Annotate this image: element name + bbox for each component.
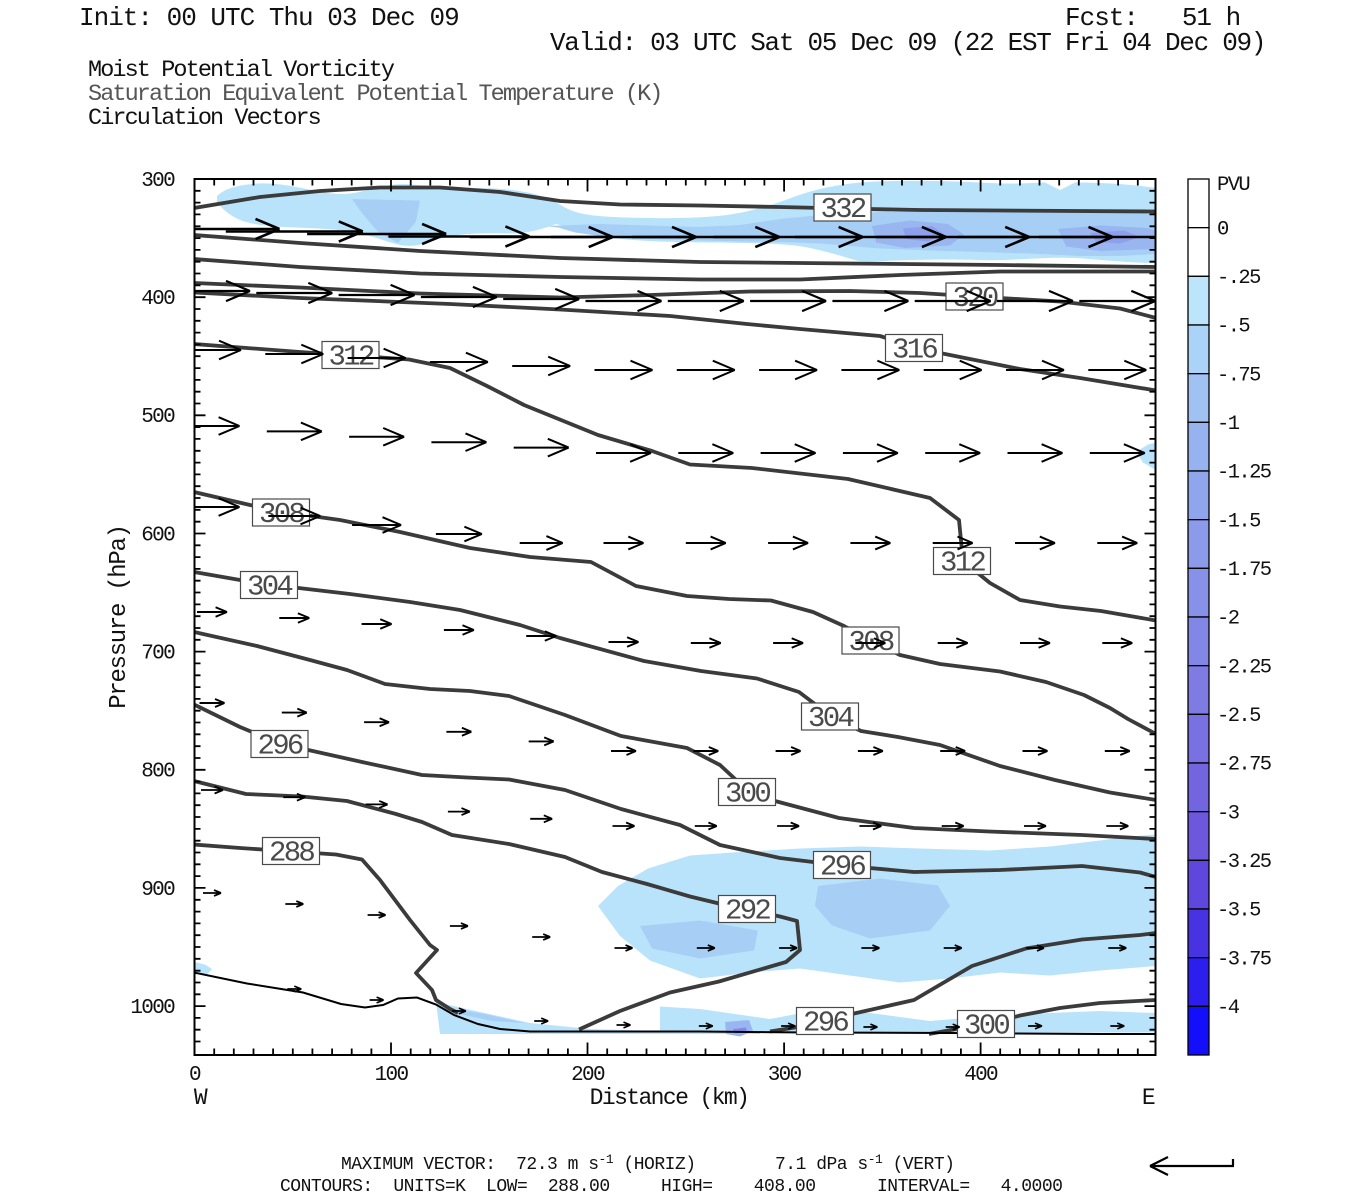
svg-text:Pressure (hPa): Pressure (hPa) xyxy=(106,525,133,708)
svg-text:320: 320 xyxy=(953,282,998,315)
svg-text:600: 600 xyxy=(141,524,175,547)
svg-text:300: 300 xyxy=(964,1009,1009,1042)
svg-text:Fcst: 51 h: Fcst: 51 h xyxy=(1065,3,1240,33)
svg-text:E: E xyxy=(1142,1085,1155,1111)
svg-text:312: 312 xyxy=(329,340,374,373)
svg-text:CONTOURS: UNITS=K LOW= 288.: CONTOURS: UNITS=K LOW= 288.00 xyxy=(280,1177,610,1197)
svg-text:0: 0 xyxy=(189,1064,201,1087)
svg-text:Moist Potential Vorticity: Moist Potential Vorticity xyxy=(88,57,395,84)
svg-text:400: 400 xyxy=(964,1064,998,1087)
svg-text:332: 332 xyxy=(821,193,866,226)
svg-text:296: 296 xyxy=(803,1006,848,1039)
svg-text:-1: -1 xyxy=(1217,413,1240,436)
svg-text:0: 0 xyxy=(1217,218,1229,241)
svg-text:304: 304 xyxy=(247,570,292,603)
svg-text:-.75: -.75 xyxy=(1217,364,1260,387)
svg-text:7.1 dPa s-1 (VERT): 7.1 dPa s-1 (VERT) xyxy=(775,1152,954,1175)
svg-text:1000: 1000 xyxy=(130,997,175,1020)
svg-text:100: 100 xyxy=(375,1064,409,1087)
svg-text:-1.75: -1.75 xyxy=(1217,559,1271,582)
svg-text:296: 296 xyxy=(258,729,303,762)
svg-text:300: 300 xyxy=(141,170,175,193)
svg-text:W: W xyxy=(194,1085,208,1111)
svg-text:-.25: -.25 xyxy=(1217,267,1260,290)
svg-text:-3: -3 xyxy=(1217,802,1239,825)
svg-text:-3.5: -3.5 xyxy=(1217,900,1260,923)
svg-text:PVU: PVU xyxy=(1217,174,1249,197)
svg-text:Init: 00 UTC Thu 03 Dec 09: Init: 00 UTC Thu 03 Dec 09 xyxy=(79,3,459,33)
svg-text:Valid: 03 UTC Sat 05 Dec 09 (2: Valid: 03 UTC Sat 05 Dec 09 (22 EST Fri … xyxy=(550,28,1265,58)
svg-text:-2.25: -2.25 xyxy=(1217,656,1271,679)
svg-text:300: 300 xyxy=(768,1064,802,1087)
svg-text:-2: -2 xyxy=(1217,608,1239,631)
svg-text:HIGH= 408.00: HIGH= 408.00 xyxy=(661,1177,816,1197)
svg-text:400: 400 xyxy=(141,288,175,311)
svg-text:296: 296 xyxy=(820,850,865,883)
svg-text:-2.75: -2.75 xyxy=(1217,754,1271,777)
svg-text:300: 300 xyxy=(725,777,770,810)
svg-text:-2.5: -2.5 xyxy=(1217,705,1260,728)
svg-text:-4: -4 xyxy=(1217,997,1240,1020)
svg-text:-1.5: -1.5 xyxy=(1217,510,1260,533)
svg-text:-.5: -.5 xyxy=(1217,316,1249,339)
svg-text:292: 292 xyxy=(725,894,770,927)
svg-text:900: 900 xyxy=(141,879,175,902)
svg-text:312: 312 xyxy=(940,546,985,579)
svg-text:800: 800 xyxy=(141,761,175,784)
svg-text:MAXIMUM VECTOR: 72.3 m s-1 (H: MAXIMUM VECTOR: 72.3 m s-1 (HORIZ) xyxy=(341,1152,696,1175)
svg-text:-3.25: -3.25 xyxy=(1217,851,1271,874)
svg-text:Saturation Equivalent Potentia: Saturation Equivalent Potential Temperat… xyxy=(88,81,662,108)
svg-text:500: 500 xyxy=(141,406,175,429)
svg-text:308: 308 xyxy=(259,498,304,531)
svg-text:700: 700 xyxy=(141,643,175,666)
svg-text:288: 288 xyxy=(269,836,314,869)
svg-text:INTERVAL= 4.0000: INTERVAL= 4.0000 xyxy=(877,1177,1062,1197)
svg-text:-3.75: -3.75 xyxy=(1217,948,1271,971)
svg-text:Circulation Vectors: Circulation Vectors xyxy=(88,105,321,132)
svg-text:316: 316 xyxy=(892,333,937,366)
svg-text:-1.25: -1.25 xyxy=(1217,462,1271,485)
svg-text:304: 304 xyxy=(808,702,853,735)
svg-text:200: 200 xyxy=(571,1064,605,1087)
svg-text:Distance (km): Distance (km) xyxy=(590,1085,749,1111)
